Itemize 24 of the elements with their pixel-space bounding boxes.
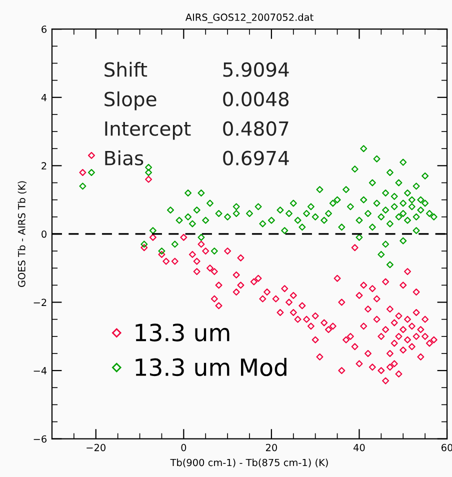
x-tick-label: 40 xyxy=(354,444,365,452)
y-tick-label: 6 xyxy=(42,26,47,33)
x-tick-label: −20 xyxy=(86,444,106,452)
y-tick-label: 2 xyxy=(42,162,46,170)
x-axis-title: Tb(900 cm-1) - Tb(875 cm-1) (K) xyxy=(170,458,328,468)
x-tick-label: 20 xyxy=(266,444,277,452)
annotation: Intercept xyxy=(105,121,191,140)
annotation: Slope xyxy=(104,91,156,110)
annotation: Bias xyxy=(105,150,144,166)
y-tick-label: −2 xyxy=(34,298,46,306)
annotation: 5.9094 xyxy=(223,62,289,77)
x-tick-label: 0 xyxy=(181,444,186,452)
y-tick-label: −6 xyxy=(34,435,47,443)
annotation: Shift xyxy=(104,62,148,77)
annotation: 0.0048 xyxy=(223,92,289,106)
chart-title: AIRS_GOS12_2007052.dat xyxy=(185,13,314,24)
annotation: 0.4807 xyxy=(223,121,288,136)
y-tick-label: −4 xyxy=(34,367,47,374)
legend-label: 13.3 um xyxy=(136,324,230,342)
y-axis-title: GOES Tb - AIRS Tb (K) xyxy=(18,181,26,287)
legend-label: 13.3 um Mod xyxy=(136,358,286,376)
y-tick-label: 4 xyxy=(41,94,47,102)
annotation: 0.6974 xyxy=(223,150,289,166)
y-tick-label: 0 xyxy=(42,230,46,238)
